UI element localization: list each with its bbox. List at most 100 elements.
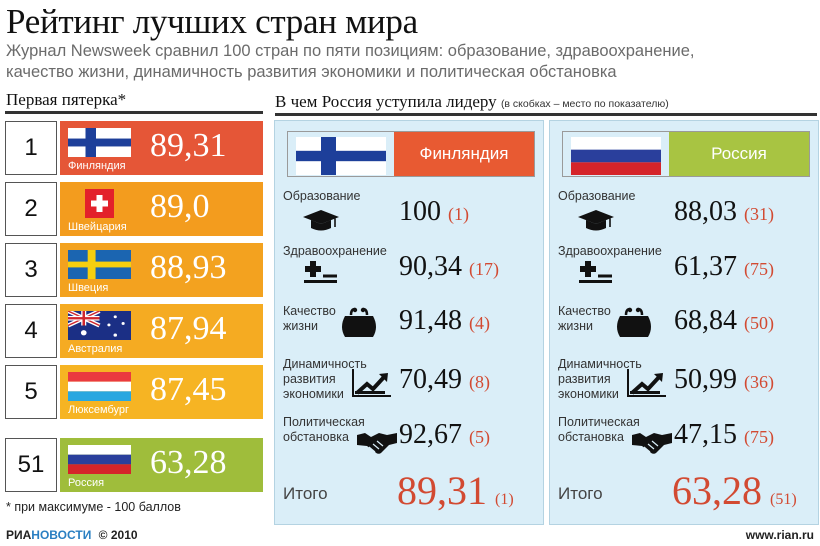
- indicator-value: 88,03 (31): [674, 196, 774, 228]
- indicator-label: Политическая обстановка: [283, 415, 365, 444]
- ranking-row: 2 Швейцария 89,0: [5, 182, 263, 236]
- total-label: Итого: [558, 484, 603, 503]
- value-number: 100: [399, 196, 441, 227]
- top5-heading-rule: [5, 111, 263, 114]
- score-bar: Россия 63,28: [60, 438, 263, 492]
- flag-icon: [68, 250, 131, 279]
- indicator-value: 91,48 (4): [399, 305, 490, 337]
- ranking-row: 4 Австралия 87,94: [5, 304, 263, 358]
- total-value: 89,31 (1): [397, 467, 514, 514]
- value-number: 68,84: [674, 305, 737, 336]
- panel-header: Финляндия: [287, 131, 535, 177]
- score-bar: Люксембург 87,45: [60, 365, 263, 419]
- comparison-heading: В чем Россия уступила лидеру (в скобках …: [275, 92, 669, 112]
- total-rank: (51): [770, 491, 797, 508]
- ranking-row: 3 Швеция 88,93: [5, 243, 263, 297]
- handshake-icon: [630, 427, 674, 462]
- country-name: Люксембург: [68, 404, 130, 416]
- value-number: 50,99: [674, 364, 737, 395]
- score-value: 87,45: [150, 371, 227, 408]
- indicator-value: 70,49 (8): [399, 364, 490, 396]
- growth-chart-icon: [624, 367, 668, 404]
- indicator-value: 50,99 (36): [674, 364, 774, 396]
- score-bar: Швейцария 89,0: [60, 182, 263, 236]
- value-number: 92,67: [399, 419, 462, 450]
- total-rank: (1): [495, 491, 514, 508]
- page-title: Рейтинг лучших стран мира: [6, 2, 418, 41]
- indicator-value: 68,84 (50): [674, 305, 774, 337]
- subtitle-line-2: качество жизни, динамичность развития эк…: [6, 63, 617, 81]
- comparison-heading-rule: [275, 113, 817, 116]
- growth-chart-icon: [349, 367, 393, 404]
- subtitle-line-1: Журнал Newsweek сравнил 100 стран по пят…: [6, 42, 695, 60]
- rank-number: 3: [5, 243, 57, 297]
- rank-number: 51: [5, 438, 57, 492]
- indicator-rank: (8): [469, 372, 490, 392]
- indicator-rank: (31): [744, 204, 774, 224]
- indicator-label: Качество жизни: [283, 304, 336, 333]
- indicator-label: Качество жизни: [558, 304, 611, 333]
- flag-icon: [68, 445, 131, 474]
- total-number: 89,31: [397, 468, 487, 513]
- score-value: 87,94: [150, 310, 227, 347]
- score-value: 89,31: [150, 127, 227, 164]
- indicator-label: Здравоохранение: [283, 244, 387, 258]
- panel-header: Россия: [562, 131, 810, 177]
- purse-icon: [339, 307, 379, 344]
- total-label: Итого: [283, 484, 328, 503]
- ria-novosti-logo: РИАНОВОСТИ © 2010: [6, 528, 138, 542]
- country-name: Швейцария: [68, 221, 127, 233]
- graduation-cap-icon: [576, 207, 616, 240]
- panel-country-name: Финляндия: [394, 132, 534, 176]
- footnote: * при максимуме - 100 баллов: [6, 500, 181, 514]
- value-number: 70,49: [399, 364, 462, 395]
- indicator-label: Динамичность развития экономики: [283, 357, 367, 401]
- website-link[interactable]: www.rian.ru: [745, 528, 814, 542]
- score-value: 88,93: [150, 249, 227, 286]
- score-bar: Швеция 88,93: [60, 243, 263, 297]
- value-number: 61,37: [674, 251, 737, 282]
- value-number: 88,03: [674, 196, 737, 227]
- rank-number: 5: [5, 365, 57, 419]
- russia-panel: Россия Образование 88,03 (31) Здравоохранени…: [549, 120, 819, 525]
- purse-icon: [614, 307, 654, 344]
- value-number: 47,15: [674, 419, 737, 450]
- indicator-value: 47,15 (75): [674, 419, 774, 451]
- logo-novosti: НОВОСТИ: [31, 528, 92, 542]
- copyright: © 2010: [98, 528, 138, 542]
- value-number: 90,34: [399, 251, 462, 282]
- ranking-row: 1 Финляндия 89,31: [5, 121, 263, 175]
- comparison-title: В чем Россия уступила лидеру: [275, 92, 497, 111]
- indicator-value: 90,34 (17): [399, 251, 499, 283]
- indicator-label: Образование: [558, 189, 636, 203]
- total-number: 63,28: [672, 468, 762, 513]
- score-bar: Финляндия 89,31: [60, 121, 263, 175]
- score-value: 89,0: [150, 188, 210, 225]
- flag-icon: [68, 189, 131, 218]
- country-name: Финляндия: [68, 160, 126, 172]
- score-value: 63,28: [150, 444, 227, 481]
- country-name: Австралия: [68, 343, 123, 355]
- indicator-value: 61,37 (75): [674, 251, 774, 283]
- indicator-rank: (75): [744, 427, 774, 447]
- top5-heading: Первая пятерка*: [6, 90, 127, 109]
- rank-number: 1: [5, 121, 57, 175]
- flag-icon: [296, 137, 386, 175]
- indicator-rank: (36): [744, 372, 774, 392]
- indicator-label: Образование: [283, 189, 361, 203]
- flag-icon: [571, 137, 661, 175]
- country-name: Россия: [68, 477, 105, 489]
- flag-icon: [68, 128, 131, 157]
- panel-country-name: Россия: [669, 132, 809, 176]
- indicator-value: 100 (1): [399, 196, 469, 228]
- flag-icon: [68, 372, 131, 401]
- indicator-value: 92,67 (5): [399, 419, 490, 451]
- rank-number: 4: [5, 304, 57, 358]
- rank-number: 2: [5, 182, 57, 236]
- finland-panel: Финляндия Образование 100 (1) Здравоохранени…: [274, 120, 544, 525]
- indicator-rank: (75): [744, 259, 774, 279]
- logo-ria: РИА: [6, 528, 32, 542]
- health-cross-icon: [301, 257, 341, 290]
- indicator-label: Политическая обстановка: [558, 415, 640, 444]
- indicator-rank: (4): [469, 313, 490, 333]
